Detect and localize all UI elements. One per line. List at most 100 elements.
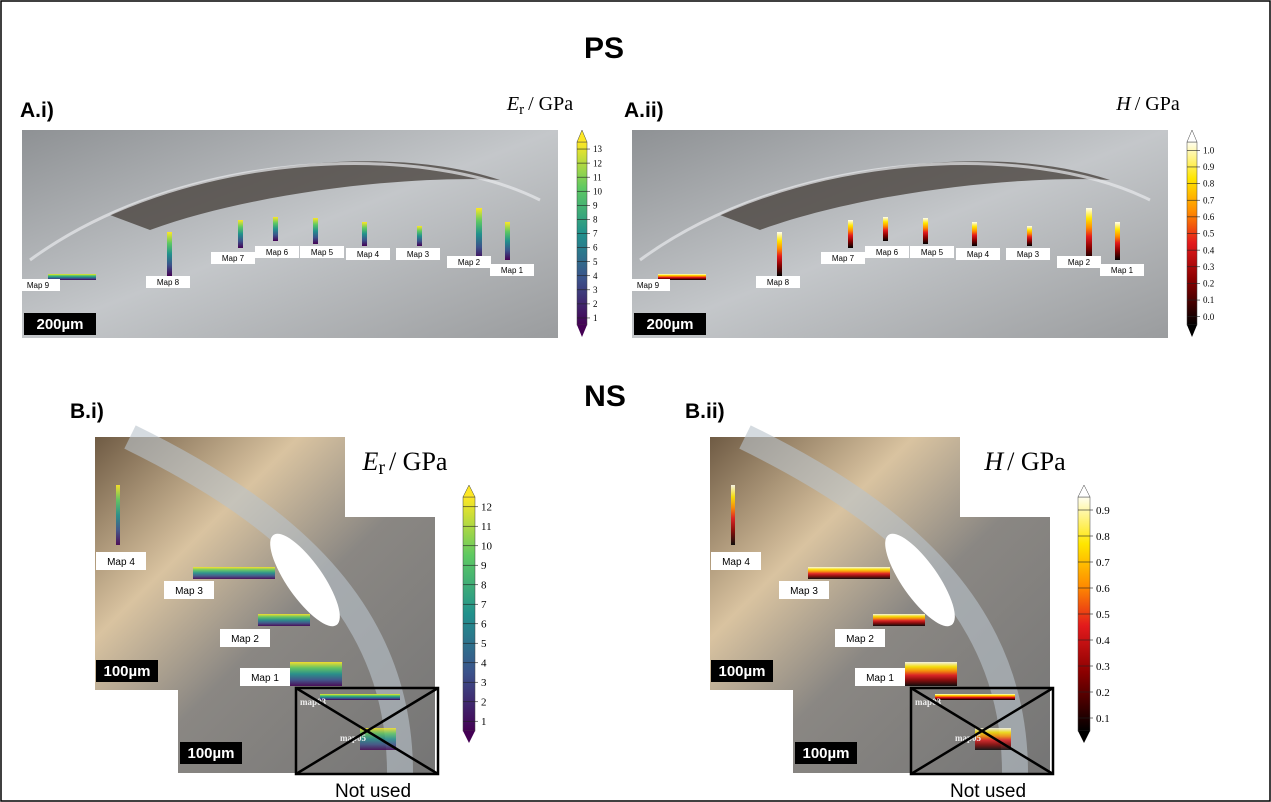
colorbar-title: Er/ GPa xyxy=(506,93,573,118)
page: PS / NS nanoindentation maps {"sections"… xyxy=(0,0,1271,802)
scale-bar: 100µm xyxy=(802,745,849,762)
colorbar-tick-label: 3 xyxy=(481,677,487,689)
colorbar-tick-label: 6 xyxy=(481,619,487,631)
colorbar-tick-label: 5 xyxy=(481,638,487,650)
map-label: Map 1 xyxy=(501,266,524,275)
map-stripe xyxy=(935,694,1015,700)
map-stripe xyxy=(731,485,735,545)
colorbar-tick-label: 10 xyxy=(593,186,603,196)
map-stripe xyxy=(883,217,888,241)
unit: / GPa xyxy=(1007,447,1066,476)
colorbar-extend xyxy=(1187,325,1197,337)
unit: / GPa xyxy=(1135,93,1180,115)
colorbar-tick-label: 0.3 xyxy=(1096,661,1110,673)
colorbar-extend xyxy=(463,731,475,743)
colorbar-extend xyxy=(463,485,475,497)
scale-bar: 100µm xyxy=(718,663,765,680)
colorbar-title: Er/ GPa xyxy=(362,447,448,479)
colorbar-tick-label: 0.4 xyxy=(1203,245,1215,255)
colorbar-tick-label: 7 xyxy=(481,599,487,611)
colorbar-tick-label: 0.9 xyxy=(1203,162,1215,172)
map-label: Map 3 xyxy=(790,586,818,597)
colorbar-extend xyxy=(577,130,587,142)
section-title: PS xyxy=(584,32,624,65)
map-stripe xyxy=(777,232,782,276)
colorbar-tick-label: 8 xyxy=(593,215,598,225)
scale-bar: 200µm xyxy=(36,316,83,333)
body: PS NS A.i)Er/ GPaMap 1Map 2Map 3Map 4Map… xyxy=(0,0,1271,802)
colorbar-tick-label: 6 xyxy=(593,243,598,253)
colorbar-extend xyxy=(1078,731,1090,743)
map-stripe xyxy=(273,217,278,241)
map-label: Map 6 xyxy=(266,248,289,257)
colorbar-tick-label: 4 xyxy=(593,271,598,281)
colorbar-tick-label: 2 xyxy=(481,697,487,709)
colorbar-tick-label: 0.6 xyxy=(1203,212,1215,222)
scale-bar: 200µm xyxy=(646,316,693,333)
subscript: r xyxy=(519,102,524,118)
map-stripe xyxy=(417,226,422,246)
map-stripe xyxy=(923,218,928,244)
colorbar-tick-label: 1.0 xyxy=(1203,145,1215,155)
map-label: Map 9 xyxy=(637,281,660,290)
colorbar-tick-label: 0.5 xyxy=(1096,609,1110,621)
colorbar-tick-label: 0.2 xyxy=(1096,687,1110,699)
map-label: Map 1 xyxy=(251,673,279,684)
subscript: r xyxy=(378,458,385,479)
map-label: Map 3 xyxy=(1017,250,1040,259)
map-label: Map 9 xyxy=(27,281,50,290)
colorbar-tick-label: 12 xyxy=(481,502,492,514)
colorbar-tick-label: 2 xyxy=(593,299,598,309)
map-stripe xyxy=(476,208,482,260)
map-stripe xyxy=(1086,208,1092,260)
map-label: Map 1 xyxy=(1111,266,1134,275)
symbol: E xyxy=(362,447,379,476)
colorbar-tick-label: 0.8 xyxy=(1203,179,1215,189)
colorbar-tick-label: 0.5 xyxy=(1203,229,1215,239)
colorbar-tick-label: 1 xyxy=(481,716,487,728)
symbol: H xyxy=(1115,93,1132,115)
map-stripe xyxy=(313,218,318,244)
unit: / GPa xyxy=(528,93,573,115)
map-stripe xyxy=(905,662,957,686)
colorbar-tick-label: 0.0 xyxy=(1203,312,1215,322)
panel-label: B.i) xyxy=(70,400,104,423)
note: Not used xyxy=(335,781,411,802)
map-label: Map 1 xyxy=(866,673,894,684)
map-stripe xyxy=(193,567,275,579)
map-label: Map 6 xyxy=(876,248,899,257)
map-stripe xyxy=(258,614,310,626)
colorbar-tick-label: 0.3 xyxy=(1203,262,1215,272)
scale-bar: 100µm xyxy=(103,663,150,680)
map-stripe xyxy=(848,220,853,248)
unit: / GPa xyxy=(389,447,448,476)
map-stripe xyxy=(873,614,925,626)
colorbar-tick-label: 0.1 xyxy=(1203,295,1214,305)
colorbar-extend xyxy=(577,325,587,337)
map-label: Map 3 xyxy=(175,586,203,597)
colorbar-tick-label: 8 xyxy=(481,580,487,592)
colorbar-tick-label: 11 xyxy=(593,172,602,182)
scale-bar: 100µm xyxy=(187,745,234,762)
map-stripe xyxy=(320,694,400,700)
figure: PS NS A.i)Er/ GPaMap 1Map 2Map 3Map 4Map… xyxy=(0,0,1271,802)
map-label: Map 3 xyxy=(407,250,430,259)
map-label: Map 2 xyxy=(1068,258,1091,267)
map-stripe xyxy=(116,485,120,545)
map-label: Map 4 xyxy=(107,557,135,568)
colorbar-tick-label: 1 xyxy=(593,313,598,323)
map-stripe xyxy=(290,662,342,686)
map-label: Map 4 xyxy=(967,250,990,259)
map-label: Map 4 xyxy=(357,250,380,259)
colorbar-tick-label: 3 xyxy=(593,285,598,295)
map-label: Map 8 xyxy=(767,278,790,287)
colorbar-tick-label: 0.1 xyxy=(1096,713,1110,725)
colorbar-tick-label: 4 xyxy=(481,658,487,670)
map-stripe xyxy=(238,220,243,248)
colorbar-tick-label: 0.6 xyxy=(1096,583,1110,595)
map-label: Map 2 xyxy=(846,634,874,645)
colorbar-tick-label: 12 xyxy=(593,158,602,168)
map-stripe xyxy=(972,222,977,246)
colorbar-tick-label: 9 xyxy=(481,560,487,572)
colorbar xyxy=(463,497,475,731)
